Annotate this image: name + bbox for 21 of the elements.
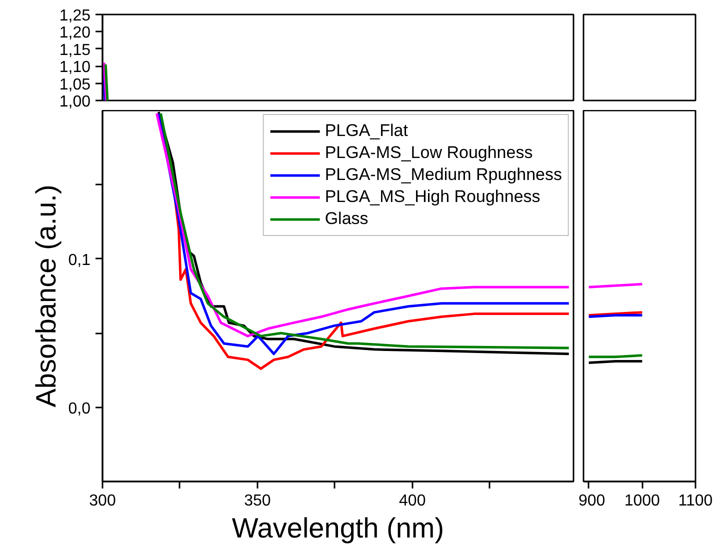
y-tick-label: 1,20: [59, 24, 91, 42]
x-tick-label: 1000: [624, 492, 660, 510]
x-tick-label: 1100: [678, 492, 713, 510]
y-tick-label: 1,25: [59, 8, 91, 24]
legend-label: PLGA-MS_Medium Rpughness: [324, 165, 562, 185]
y-axis-title: Absorbance (a.u.): [30, 184, 62, 408]
x-tick-label: 400: [399, 492, 426, 510]
legend-label: PLGA_Flat: [324, 121, 408, 141]
x-axis-title: Wavelength (nm): [232, 512, 444, 544]
y-tick-label: 1,00: [59, 94, 91, 110]
legend-label: Glass: [324, 209, 368, 229]
y-tick-label: 1,15: [59, 42, 91, 59]
x-tick-label: 350: [244, 492, 271, 510]
y-tick-label: 1,10: [59, 59, 91, 76]
y-tick-label: 0,0: [68, 400, 91, 418]
x-tick-label: 900: [578, 492, 606, 510]
legend-label: PLGA-MS_Low Roughness: [324, 143, 533, 163]
y-tick-label: 0,1: [68, 252, 91, 269]
y-tick-label: 1,05: [59, 76, 91, 94]
legend-label: PLGA_MS_High Roughness: [324, 187, 540, 207]
x-tick-label: 300: [89, 492, 116, 510]
